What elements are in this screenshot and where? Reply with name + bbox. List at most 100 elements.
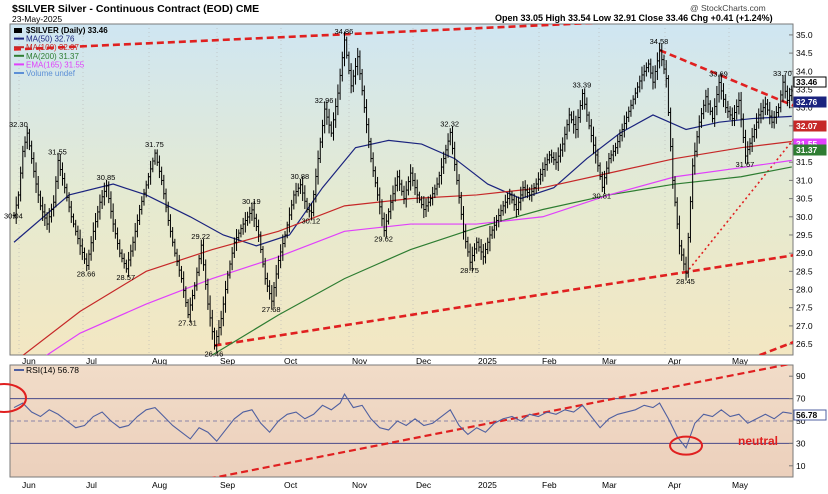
price-x-axis: Jun Jul Aug Sep Oct Nov Dec 2025 Feb Mar Apr May: [22, 356, 749, 366]
rsi-x-tick-label: Apr: [668, 480, 681, 490]
legend-entry: $SILVER (Daily) 33.46: [26, 26, 108, 35]
rsi-left-circle: [0, 383, 27, 413]
right-axis-label-box: [793, 96, 827, 108]
price-y-tick-label: 29.0: [796, 248, 813, 258]
price-y-tick-label: 33.5: [796, 84, 813, 94]
rsi-x-tick-label: 2025: [478, 480, 497, 490]
price-annotation-label: 31.75: [145, 140, 164, 149]
price-x-tick-label: Jun: [22, 356, 36, 366]
rsi-y-tick-label: 50: [796, 416, 806, 426]
price-annotation-label: 28.75: [460, 266, 479, 275]
rsi-x-tick-label: Aug: [152, 480, 167, 490]
price-annotation-label: 30.88: [290, 172, 309, 181]
right-axis-label: 33.46: [796, 77, 818, 87]
price-y-tick-label: 33.0: [796, 103, 813, 113]
price-y-tick-label: 27.5: [796, 303, 813, 313]
right-axis-label-box: [793, 144, 827, 156]
trendline: [214, 254, 793, 347]
price-annotation-label: 30.12: [301, 216, 320, 225]
price-y-tick-label: 34.5: [796, 48, 813, 58]
legend-entry: Volume undef: [26, 69, 76, 78]
ohlc-readout: Open 33.05 High 33.54 Low 32.91 Close 33…: [495, 13, 773, 23]
rsi-polyline: [13, 393, 792, 450]
rsi-x-tick-label: Mar: [602, 480, 617, 490]
rsi-line: [13, 393, 792, 450]
rsi-annotations: 56.78 neutral: [0, 383, 827, 456]
ma200-line: [211, 166, 792, 355]
price-annotation-label: 33.69: [709, 70, 728, 79]
price-annotation-label: 32.96: [315, 96, 334, 105]
rsi-y-tick-label: 90: [796, 371, 806, 381]
rsi-x-tick-label: Oct: [284, 480, 298, 490]
price-annotation-label: 30.81: [592, 191, 611, 200]
price-y-tick-label: 30.0: [796, 212, 813, 222]
price-bars: [12, 31, 793, 352]
price-annotation-label: 29.62: [374, 235, 393, 244]
price-annotation-label: 26.46: [205, 350, 224, 359]
price-y-tick-label: 28.0: [796, 285, 813, 295]
rsi-annotation-text: neutral: [738, 434, 778, 448]
ma100-line: [22, 140, 792, 355]
ma50-line: [13, 114, 792, 247]
rsi-x-tick-label: Jun: [22, 480, 36, 490]
price-x-tick-label: Apr: [668, 356, 681, 366]
price-y-tick-label: 28.5: [796, 266, 813, 276]
price-annotation-label: 31.55: [48, 147, 67, 156]
right-axis-label-box: [793, 76, 827, 88]
trendline: [685, 138, 793, 274]
price-x-tick-label: Sep: [220, 356, 235, 366]
rsi-x-axis: Jun Jul Aug Sep Oct Nov Dec 2025 Feb Mar Apr May: [22, 480, 749, 490]
rsi-x-tick-label: Feb: [542, 480, 557, 490]
price-x-tick-label: Nov: [352, 356, 368, 366]
rsi-x-tick-label: Sep: [220, 480, 235, 490]
price-x-tick-label: Dec: [416, 356, 432, 366]
rsi-legend: RSI(14) 56.78: [14, 365, 79, 375]
price-annotation-label: 27.68: [262, 305, 281, 314]
price-annotation-label: 33.39: [572, 80, 591, 89]
price-x-tick-label: May: [732, 356, 749, 366]
rsi-legend-entry: RSI(14) 56.78: [26, 365, 79, 375]
price-y-tick-label: 29.5: [796, 230, 813, 240]
legend-entry: MA(200) 31.37: [26, 52, 79, 61]
right-axis-label: 32.76: [796, 97, 818, 107]
price-x-tick-label: 2025: [478, 356, 497, 366]
price-x-tick-label: Oct: [284, 356, 298, 366]
watermark: @ StockCharts.com: [690, 3, 766, 13]
rsi-current-value: 56.78: [796, 410, 818, 420]
right-axis-label-box: [793, 120, 827, 132]
right-axis-label: 31.37: [796, 145, 818, 155]
rsi-trendline: [211, 365, 791, 477]
price-annotation-label: 32.30: [9, 120, 28, 129]
chart-title: $SILVER Silver - Continuous Contract (EO…: [12, 3, 259, 15]
legend-entry: EMA(165) 31.55: [26, 60, 85, 69]
rsi-gridlines: [10, 398, 793, 444]
price-x-tick-label: Feb: [542, 356, 557, 366]
price-annotation-label: 30.19: [242, 197, 261, 206]
price-y-tick-label: 27.0: [796, 321, 813, 331]
rsi-x-tick-label: Jul: [86, 480, 97, 490]
price-y-tick-label: 30.5: [796, 194, 813, 204]
price-annotation-label: 34.58: [650, 37, 669, 46]
price-annotation-label: 28.57: [116, 273, 135, 282]
rsi-x-tick-label: Dec: [416, 480, 432, 490]
price-x-tick-label: Aug: [152, 356, 167, 366]
price-annotation-label: 34.86: [335, 27, 354, 36]
legend-entry: MA(100) 32.07: [26, 43, 79, 52]
rsi-y-axis: 90 70 50 30 10: [789, 371, 806, 471]
price-annotation-label: 33.70: [773, 69, 792, 78]
legend-swatch: [14, 28, 22, 33]
price-y-tick-label: 34.0: [796, 66, 813, 76]
price-annotation-label: 27.31: [178, 319, 197, 328]
price-annotations: 30.04 32.30 31.55 28.66 30.85 28.57 31.75 27.31…: [4, 27, 792, 359]
price-x-tick-label: Mar: [602, 356, 617, 366]
rsi-low-circle: [669, 435, 704, 456]
price-y-tick-label: 35.0: [796, 30, 813, 40]
price-annotation-label: 32.32: [440, 119, 459, 128]
rsi-y-tick-label: 10: [796, 461, 806, 471]
right-axis-label: 31.55: [796, 139, 818, 149]
legend-entry: MA(50) 32.76: [26, 35, 75, 44]
trendline: [13, 24, 598, 51]
